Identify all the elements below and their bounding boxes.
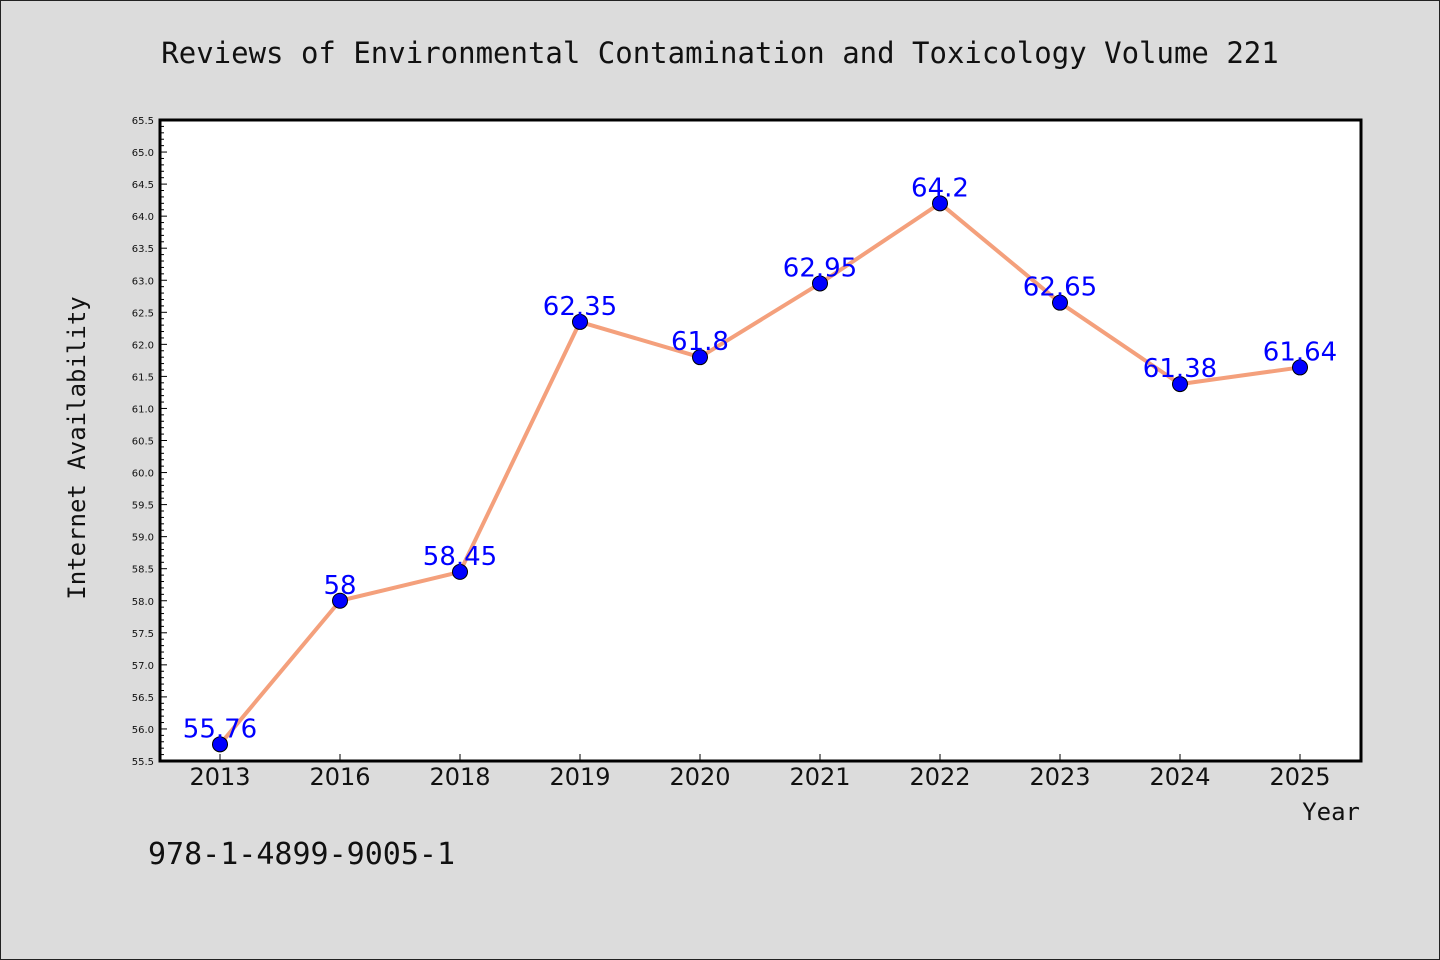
x-tick-label: 2024 bbox=[1149, 763, 1210, 791]
y-tick-label: 57.5 bbox=[132, 629, 154, 640]
data-point bbox=[212, 736, 228, 753]
data-point bbox=[1052, 294, 1068, 311]
y-tick-label: 57.0 bbox=[132, 661, 154, 672]
y-tick-label: 60.5 bbox=[132, 437, 154, 448]
data-point bbox=[572, 313, 588, 330]
series-line-group bbox=[212, 195, 1308, 753]
y-tick-label: 59.0 bbox=[132, 533, 154, 544]
data-label: 62.35 bbox=[543, 292, 617, 322]
data-point bbox=[1292, 359, 1308, 376]
data-point bbox=[812, 275, 828, 292]
y-tick-label: 65.0 bbox=[132, 148, 154, 159]
y-tick-label: 65.5 bbox=[132, 116, 154, 127]
y-tick-label: 58.0 bbox=[132, 597, 154, 608]
data-point bbox=[1172, 376, 1188, 393]
data-point bbox=[692, 349, 708, 366]
y-tick-label: 63.5 bbox=[132, 244, 154, 255]
x-tick-label: 2018 bbox=[429, 763, 490, 791]
x-tick-label: 2021 bbox=[789, 763, 850, 791]
y-axis-label: Internet Availability bbox=[63, 296, 91, 599]
y-tick-label: 59.5 bbox=[132, 501, 154, 512]
data-label: 58.45 bbox=[423, 542, 497, 572]
y-tick-label: 62.5 bbox=[132, 308, 154, 319]
chart-title: Reviews of Environmental Contamination a… bbox=[161, 36, 1278, 70]
y-tick-label: 56.5 bbox=[132, 693, 154, 704]
plot-area bbox=[158, 118, 1363, 763]
data-label: 61.8 bbox=[671, 327, 729, 357]
data-label: 64.2 bbox=[911, 173, 969, 203]
x-axis-label: Year bbox=[1302, 798, 1360, 826]
x-tick-label: 2022 bbox=[909, 763, 970, 791]
data-label: 62.95 bbox=[783, 253, 857, 283]
x-tick-label: 2020 bbox=[669, 763, 730, 791]
data-label: 62.65 bbox=[1023, 273, 1097, 303]
y-tick-label: 61.5 bbox=[132, 372, 154, 383]
y-tick-label: 64.5 bbox=[132, 180, 154, 191]
data-label: 58 bbox=[323, 571, 356, 601]
x-tick-label: 2023 bbox=[1029, 763, 1090, 791]
y-axis: 55.5 56.0 56.5 57.0 57.5 58.0 58.5 59.0 59.5 60.0… bbox=[132, 116, 167, 768]
x-tick-label: 2016 bbox=[309, 763, 370, 791]
y-tick-label: 58.5 bbox=[132, 565, 154, 576]
data-point bbox=[332, 592, 348, 609]
x-tick-label: 2013 bbox=[189, 763, 250, 791]
x-tick-label: 2025 bbox=[1269, 763, 1330, 791]
y-tick-label: 60.0 bbox=[132, 469, 154, 480]
x-tick-label: 2019 bbox=[549, 763, 610, 791]
data-point bbox=[452, 563, 468, 580]
data-point bbox=[932, 195, 948, 212]
data-label: 61.64 bbox=[1263, 337, 1337, 367]
isbn-footnote: 978-1-4899-9005-1 bbox=[148, 837, 455, 872]
series-line bbox=[218, 201, 1302, 747]
y-tick-label: 62.0 bbox=[132, 340, 154, 351]
x-axis: 2013 2016 2018 2019 2020 2021 2022 2023 2024 2025 bbox=[189, 754, 1331, 791]
y-tick-label: 56.0 bbox=[132, 725, 154, 736]
y-tick-label: 61.0 bbox=[132, 404, 154, 415]
y-tick-label: 55.5 bbox=[132, 757, 154, 768]
data-label: 61.38 bbox=[1143, 354, 1217, 384]
y-tick-label: 63.0 bbox=[132, 276, 154, 287]
data-label: 55.76 bbox=[183, 714, 257, 744]
data-labels-group: 55.76 58 58.45 62.35 61.8 62.95 64.2 62.65 61.38… bbox=[183, 173, 1337, 744]
y-tick-label: 64.0 bbox=[132, 212, 154, 223]
